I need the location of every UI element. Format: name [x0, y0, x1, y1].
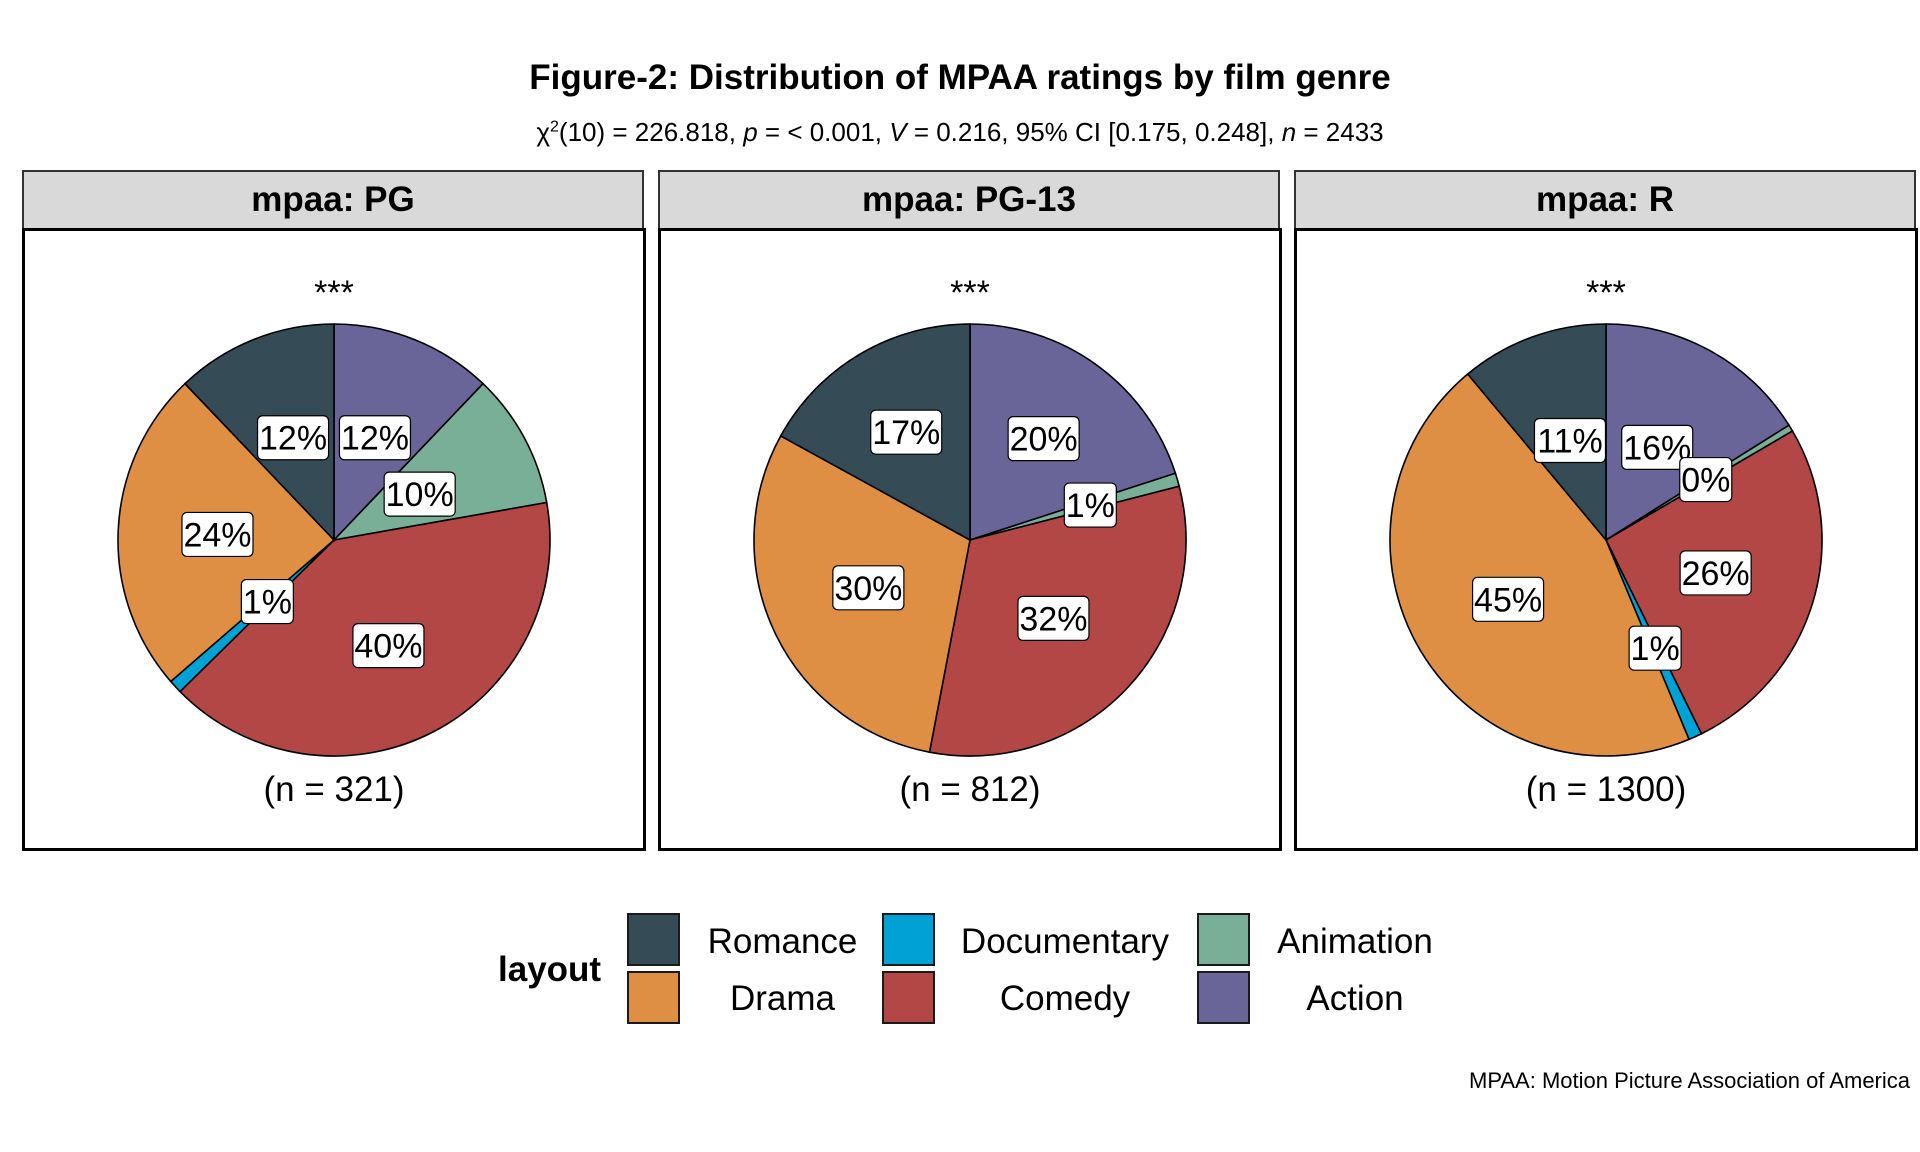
data-label-action: 12% — [338, 415, 412, 461]
data-label-text: 1% — [243, 584, 292, 622]
facet-strip-pg13: mpaa: PG-13 — [658, 170, 1280, 230]
facet-panel-r: mpaa: R *** (n = 1300) 16% 0% 26% 1% 45% 11% — [1294, 170, 1918, 851]
pie-chart-pg: *** (n = 321) 12% 10% 40% 1% 24% 12% — [117, 274, 551, 809]
data-label-action: 20% — [1007, 416, 1080, 462]
data-label-text: 12% — [259, 420, 327, 458]
p-symbol: p — [743, 117, 758, 147]
legend-title: layout — [498, 950, 602, 989]
data-label-animation: 1% — [1063, 482, 1117, 528]
plot-area-r: *** (n = 1300) 16% 0% 26% 1% 45% 11% — [1294, 228, 1918, 851]
v-symbol: V — [889, 117, 907, 147]
data-label-box — [256, 415, 330, 461]
data-label-box — [240, 578, 294, 625]
data-label-text: 40% — [354, 628, 422, 666]
data-label-text: 0% — [1681, 462, 1730, 500]
data-label-text: 45% — [1474, 581, 1542, 619]
data-label-romance: 12% — [256, 415, 330, 461]
data-label-box — [181, 511, 254, 558]
sample-size-label: (n = 1300) — [1526, 770, 1687, 809]
n-text: = 2433 — [1296, 117, 1384, 147]
data-label-romance: 11% — [1533, 417, 1607, 464]
legend-label-romance: Romance — [707, 922, 858, 961]
data-label-documentary: 1% — [240, 578, 294, 625]
data-label-text: 10% — [386, 476, 454, 514]
data-label-box — [1063, 482, 1117, 528]
data-label-comedy: 40% — [352, 622, 425, 669]
data-label-text: 1% — [1631, 630, 1680, 668]
data-label-box — [383, 471, 456, 517]
data-label-box — [1679, 550, 1752, 596]
legend-key-animation — [1197, 913, 1250, 966]
legend-label-drama: Drama — [729, 979, 836, 1018]
data-label-romance: 17% — [870, 409, 943, 455]
data-label-text: 1% — [1066, 487, 1115, 525]
sample-size-label: (n = 321) — [263, 770, 404, 809]
v-text: = 0.216, 95% CI [0.175, 0.248], — [906, 117, 1282, 147]
data-label-box — [352, 622, 425, 669]
data-label-box — [1017, 595, 1090, 641]
n-symbol: n — [1281, 117, 1297, 147]
legend-label-documentary: Documentary — [960, 922, 1170, 961]
data-label-drama: 45% — [1471, 576, 1545, 622]
legend-key-action — [1197, 971, 1250, 1024]
significance-stars: *** — [314, 274, 354, 312]
plot-area-pg13: *** (n = 812) 20% 1% 32% 30% 17% — [658, 228, 1282, 851]
pie-slice-drama — [1389, 372, 1691, 757]
data-label-animation: 10% — [383, 471, 456, 517]
data-label-drama: 30% — [832, 565, 905, 611]
data-label-box — [832, 565, 905, 611]
legend-label-action: Action — [1306, 979, 1404, 1018]
legend-key-romance — [627, 913, 680, 966]
pie-chart-r: ***(n = 1300)16%0%26%1%45%11% — [1389, 274, 1823, 809]
plot-area-pg: *** (n = 321) 12% 10% 40% 1% 24% 12% — [22, 228, 646, 851]
data-label-animation: 0% — [1679, 456, 1733, 503]
data-label-comedy: 32% — [1017, 595, 1090, 641]
legend-label-comedy: Comedy — [999, 979, 1131, 1018]
data-label-text: 20% — [1010, 421, 1078, 459]
data-label-text: 32% — [1019, 600, 1087, 638]
data-label-box — [1533, 417, 1607, 464]
legend-key-comedy — [882, 971, 935, 1024]
data-label-box — [1471, 576, 1545, 622]
data-label-documentary: 1% — [1628, 625, 1682, 671]
df-text: (10) = 226.818, — [558, 117, 744, 147]
data-label-text: 11% — [1537, 422, 1603, 460]
significance-stars: *** — [950, 274, 990, 312]
data-label-text: 24% — [183, 516, 251, 554]
sample-size-label: (n = 812) — [899, 770, 1040, 809]
facet-strip-r: mpaa: R — [1294, 170, 1916, 230]
chi-superscript: 2 — [550, 118, 559, 136]
chart-title: Figure-2: Distribution of MPAA ratings b… — [529, 58, 1391, 97]
chart-subtitle: χ2(10) = 226.818, p = < 0.001, V = 0.216… — [0, 117, 1920, 148]
legend-key-documentary — [882, 913, 935, 966]
data-label-text: 30% — [834, 570, 902, 608]
data-label-box — [1628, 625, 1682, 671]
facet-strip-pg: mpaa: PG — [22, 170, 644, 230]
p-text: = < 0.001, — [757, 117, 890, 147]
caption: MPAA: Motion Picture Association of Amer… — [1469, 1068, 1910, 1093]
facet-panel-pg: mpaa: PG *** (n = 321) 12% 10% 40% 1% 24% 12% — [22, 170, 646, 851]
significance-stars: *** — [1586, 274, 1626, 312]
data-label-text: 26% — [1682, 555, 1750, 593]
data-label-box — [1621, 424, 1694, 470]
pie-slice-action — [1605, 323, 1791, 542]
data-label-box — [1679, 456, 1733, 503]
data-label-text: 17% — [872, 414, 940, 452]
pie-chart-pg13: *** (n = 812) 20% 1% 32% 30% 17% — [753, 274, 1187, 809]
legend-label-animation: Animation — [1277, 922, 1433, 961]
data-label-drama: 24% — [181, 511, 254, 558]
facet-panel-pg13: mpaa: PG-13 *** (n = 812) 20% 1% 32% 30% 17% — [658, 170, 1282, 851]
data-label-text: 12% — [341, 420, 409, 458]
chi-symbol: χ — [536, 117, 550, 147]
data-label-comedy: 26% — [1679, 550, 1752, 596]
data-label-box — [1007, 416, 1080, 462]
legend-key-drama — [627, 971, 680, 1024]
data-label-box — [870, 409, 943, 455]
data-label-box — [338, 415, 412, 461]
